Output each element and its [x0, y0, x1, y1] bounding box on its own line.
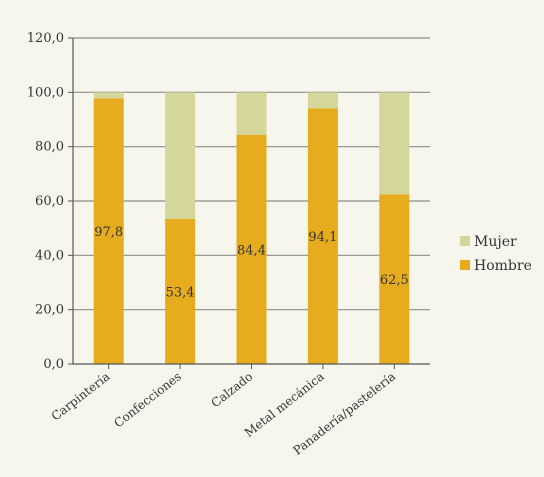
y-tick-label: 40,0 [35, 248, 64, 263]
legend-swatch-hombre [460, 260, 470, 270]
y-tick-label: 20,0 [35, 303, 64, 318]
labels: 0,0 20,0 40,0 60,0 80,0 100,0 120,0 97,8 Carpint… [27, 31, 409, 458]
bar-mujer [165, 92, 196, 219]
legend-swatch-mujer [460, 236, 470, 246]
legend: Mujer Hombre [460, 234, 532, 274]
x-category-label: Confecciones [111, 369, 184, 430]
legend-label-hombre: Hombre [474, 258, 532, 274]
bars [93, 92, 410, 364]
data-label: 84,4 [237, 243, 266, 258]
data-label: 94,1 [308, 230, 337, 245]
axes [68, 37, 430, 369]
x-category-label: Carpintería [49, 369, 113, 423]
x-category-label: Calzado [208, 369, 255, 410]
y-tick-label: 100,0 [27, 85, 64, 100]
bar-mujer [379, 92, 410, 195]
y-tick-label: 80,0 [35, 140, 64, 155]
legend-label-mujer: Mujer [474, 234, 517, 250]
bar-hombre [307, 108, 338, 364]
y-tick-label: 120,0 [27, 31, 64, 46]
data-label: 62,5 [380, 273, 409, 288]
bar-hombre [379, 194, 410, 364]
bar-mujer [93, 92, 124, 99]
bar-hombre [93, 98, 124, 364]
bar-hombre [165, 218, 196, 364]
data-label: 53,4 [166, 285, 195, 300]
data-label: 97,8 [94, 225, 123, 240]
y-tick-label: 60,0 [35, 194, 64, 209]
bar-hombre [236, 134, 267, 364]
bar-mujer [307, 92, 338, 109]
bar-mujer [236, 92, 267, 135]
y-tick-label: 0,0 [43, 357, 64, 372]
